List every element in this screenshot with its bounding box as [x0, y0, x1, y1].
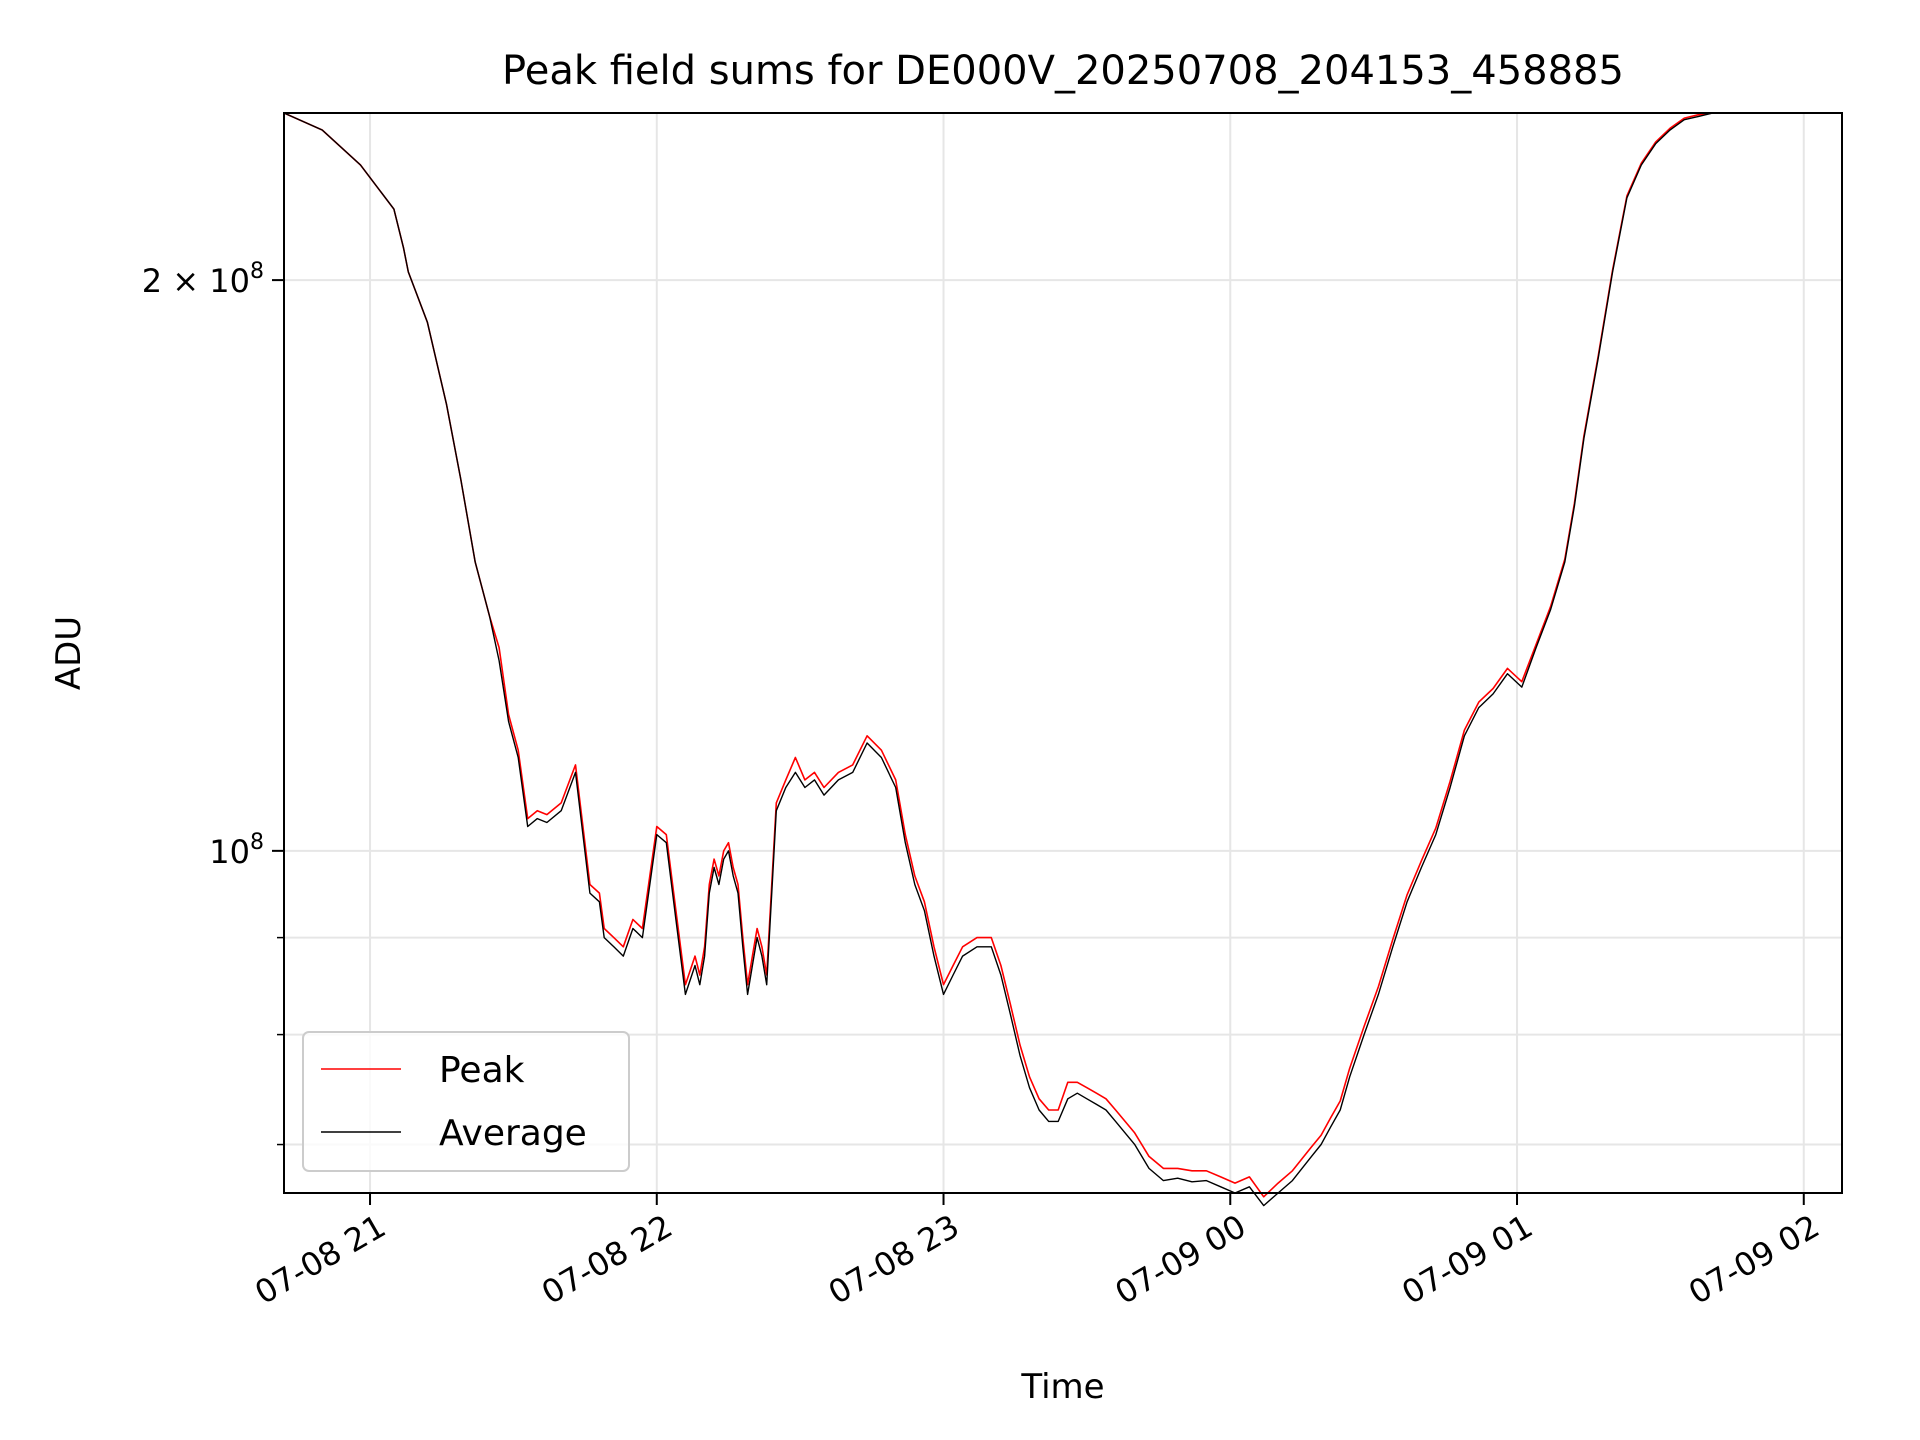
- y-tick-base: 10: [209, 262, 250, 300]
- chart-title: Peak field sums for DE000V_20250708_2041…: [502, 48, 1624, 94]
- legend-box: [302, 1031, 630, 1172]
- y-tick-mantissa: 2 ×: [142, 262, 210, 300]
- legend: Peak Average: [302, 1031, 630, 1172]
- series-line-peak: [283, 112, 1728, 1198]
- y-tick-exponent: 8: [250, 259, 264, 284]
- x-axis-label: Time: [1020, 1367, 1104, 1407]
- series-line-average: [283, 112, 1728, 1207]
- y-tick-label: 108: [209, 830, 264, 871]
- y-axis-label: ADU: [49, 616, 89, 690]
- legend-label-average: Average: [439, 1113, 587, 1154]
- plot-frame: [283, 112, 1843, 1194]
- y-tick-base: 10: [209, 833, 250, 871]
- series-lines: [283, 112, 1728, 1207]
- y-tick-exponent: 8: [250, 830, 264, 855]
- y-tick-label: 2 × 108: [142, 259, 264, 300]
- legend-label-peak: Peak: [439, 1050, 525, 1091]
